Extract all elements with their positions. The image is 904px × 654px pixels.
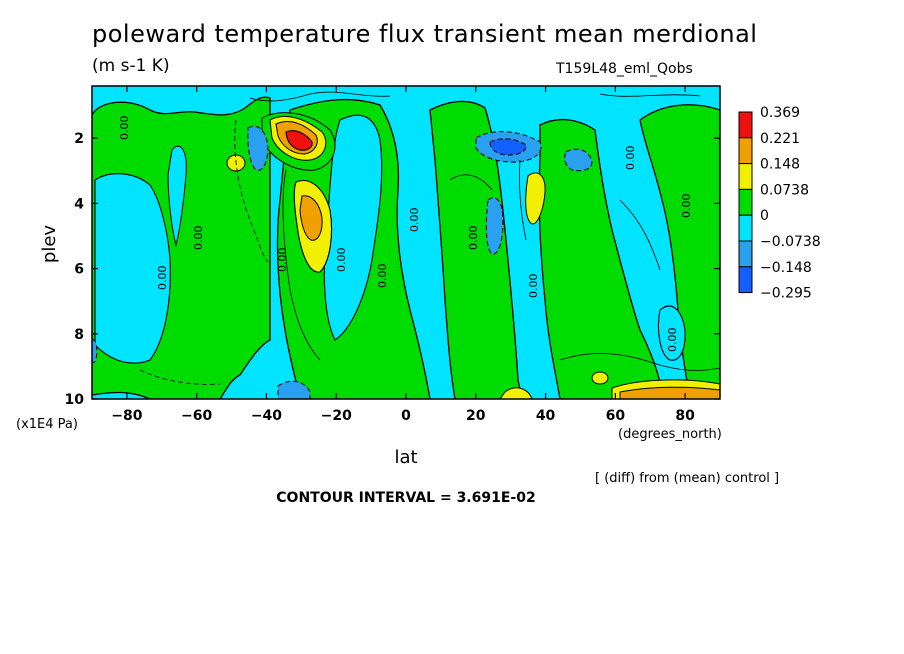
contour-label: 0.00 [680,194,693,219]
positive-region [499,387,533,399]
contour-field [92,86,720,399]
y-tick-label: 10 [65,392,85,408]
positive-region [639,104,720,399]
legend-swatch [738,188,753,216]
positive-region [538,118,665,399]
run-label: T159L48_eml_Qobs [556,61,693,77]
x-tick-label: −20 [321,408,352,424]
contour-label: 0.00 [335,248,348,273]
x-tick-label: 20 [466,408,486,424]
negative-region [485,197,504,255]
legend-label: 0.0738 [760,182,809,198]
legend-label: 0 [760,208,769,224]
contour-label: 0.00 [376,264,389,289]
x-tick-label: 60 [606,408,626,424]
negative-region [564,148,593,172]
contour-line [559,353,720,371]
x-tick-label: −40 [251,408,282,424]
positive-region [285,130,313,151]
diff-note: [ (diff) from (mean) control ] [595,471,779,486]
chart-units: (m s-1 K) [92,56,170,76]
contour-label: 0.00 [467,226,480,251]
positive-region [591,371,609,385]
contour-line [449,174,493,191]
legend-swatch [738,111,753,139]
contour-line [599,93,701,97]
x-axis-unit: (degrees_north) [618,427,722,442]
contour-label: 0.00 [527,274,540,299]
legend-swatch [738,163,753,190]
contour-label: 0.00 [276,248,289,273]
positive-region [657,305,686,361]
contour-label: 0.00 [624,146,637,171]
legend-swatch [738,214,753,242]
y-tick-label: 2 [74,131,84,147]
legend-label: 0.221 [760,131,800,147]
positive-region [94,173,171,364]
positive-region [167,145,187,247]
contour-line [619,199,661,271]
contour-line [139,369,221,385]
y-axis-label: plev [39,225,60,264]
contour-label: 0.00 [192,226,205,251]
y-tick-label: 8 [74,327,84,343]
positive-region [619,386,720,399]
negative-region [247,125,269,171]
colorbar-legend: 0.369 0.221 0.148 0.0738 0 −0.0738 −0.148 −0.29… [738,105,821,302]
x-tick-label: 40 [536,408,556,424]
contour-line [519,159,527,241]
x-axis-label: lat [394,447,417,468]
x-tick-label: 80 [675,408,695,424]
contour-line [282,169,321,361]
contour-line [249,91,391,102]
positive-region [429,100,525,399]
contour-label: 0.00 [156,266,169,291]
positive-region [525,172,546,225]
contour-label: 0.00 [666,328,679,353]
y-axis-unit: (x1E4 Pa) [16,417,78,432]
legend-label: −0.295 [760,286,812,302]
chart-title: poleward temperature flux transient mean… [92,20,758,48]
contour-label: 0.00 [118,116,131,141]
legend-label: −0.148 [760,260,812,276]
y-tick-label: 4 [74,196,84,212]
y-tick-label: 6 [74,262,84,278]
contour-interval: CONTOUR INTERVAL = 3.691E-02 [276,490,535,506]
contour-line [234,119,269,263]
x-tick-label: 0 [401,408,411,424]
legend-swatch [738,137,753,165]
legend-label: 0.148 [760,157,800,173]
negative-region [277,380,311,399]
negative-region [489,138,527,156]
x-tick-label: −60 [181,408,212,424]
legend-swatch [738,240,753,268]
legend-label: 0.369 [760,105,800,121]
x-axis: −80 −60 −40 −20 0 20 40 60 80 [111,86,695,424]
y-axis: 2 4 6 8 10 [65,131,720,408]
legend-label: −0.0738 [760,234,821,250]
legend-swatch [738,266,753,294]
positive-region [299,195,323,241]
x-tick-label: −80 [111,408,142,424]
contour-label: 0.00 [408,208,421,233]
